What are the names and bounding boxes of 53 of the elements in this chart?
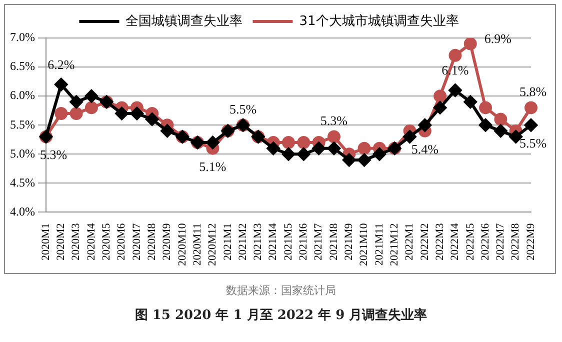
- x-tick-label: 2022M3: [434, 222, 446, 260]
- x-tick-label: 2022M5: [464, 222, 476, 260]
- x-tick-label: 2021M5: [282, 222, 294, 260]
- y-tick-label: 4.0%: [10, 204, 35, 218]
- x-tick-label: 2020M6: [116, 222, 128, 260]
- data-label: 5.5%: [519, 136, 547, 151]
- x-tick-label: 2020M2: [55, 223, 68, 260]
- x-tick-label: 2022M1: [404, 223, 416, 260]
- y-tick-label: 4.5%: [10, 175, 35, 190]
- x-tick-label: 2021M4: [267, 222, 280, 260]
- y-tick-label: 5.0%: [10, 146, 35, 160]
- x-tick-label: 2021M3: [252, 222, 264, 260]
- x-tick-label: 2022M6: [479, 222, 492, 260]
- x-tick-label: 2021M9: [343, 222, 356, 260]
- x-tick-label: 2022M2: [418, 223, 431, 260]
- data-label: 5.5%: [229, 102, 257, 117]
- data-label: 6.9%: [484, 31, 512, 46]
- x-tick-label: 2020M3: [70, 222, 82, 260]
- x-tick-label: 2021M11: [373, 223, 386, 266]
- x-tick-label: 2020M7: [130, 222, 143, 260]
- y-tick-label: 7.0%: [10, 30, 35, 44]
- x-tick-label: 2020M10: [176, 222, 188, 266]
- x-tick-label: 2021M10: [358, 222, 370, 266]
- x-tick-label: 2020M12: [206, 223, 219, 266]
- data-label: 5.4%: [411, 141, 439, 156]
- y-tick-label: 6.0%: [10, 88, 35, 102]
- legend-label: 全国城镇调查失业率: [126, 12, 243, 29]
- y-tick-label: 6.5%: [10, 59, 35, 74]
- x-tick-label: 2022M8: [510, 222, 522, 260]
- x-tick-label: 2020M5: [100, 222, 113, 260]
- x-tick-label: 2021M8: [328, 222, 340, 260]
- x-tick-label: 2021M2: [236, 223, 249, 260]
- x-tick-label: 2020M4: [85, 222, 98, 260]
- source-note: 数据来源：国家统计局: [225, 283, 337, 298]
- legend-label: 31个大城市城镇调查失业率: [299, 12, 459, 29]
- data-label: 5.3%: [40, 147, 68, 162]
- x-tick-label: 2020M11: [191, 223, 204, 266]
- data-label: 6.2%: [48, 56, 75, 72]
- x-tick-label: 2020M8: [146, 222, 158, 260]
- x-tick-label: 2022M4: [449, 222, 462, 260]
- data-label: 5.1%: [199, 158, 226, 174]
- data-label: 5.3%: [320, 113, 348, 128]
- x-tick-label: 2020M9: [161, 222, 174, 260]
- x-tick-label: 2022M7: [494, 222, 507, 260]
- x-tick-label: 2021M6: [298, 222, 310, 260]
- x-tick-label: 2022M9: [524, 222, 537, 260]
- text: 图 15 2020 年 1 月至 2022 年 9 月调查失业率: [134, 306, 428, 324]
- x-tick-label: 2021M1: [222, 223, 234, 260]
- x-tick-label: 2021M12: [388, 223, 400, 266]
- x-tick-label: 2020M1: [40, 223, 52, 260]
- data-label: 5.8%: [519, 84, 547, 100]
- x-tick-label: 2021M7: [312, 222, 325, 260]
- y-tick-label: 5.5%: [10, 117, 35, 132]
